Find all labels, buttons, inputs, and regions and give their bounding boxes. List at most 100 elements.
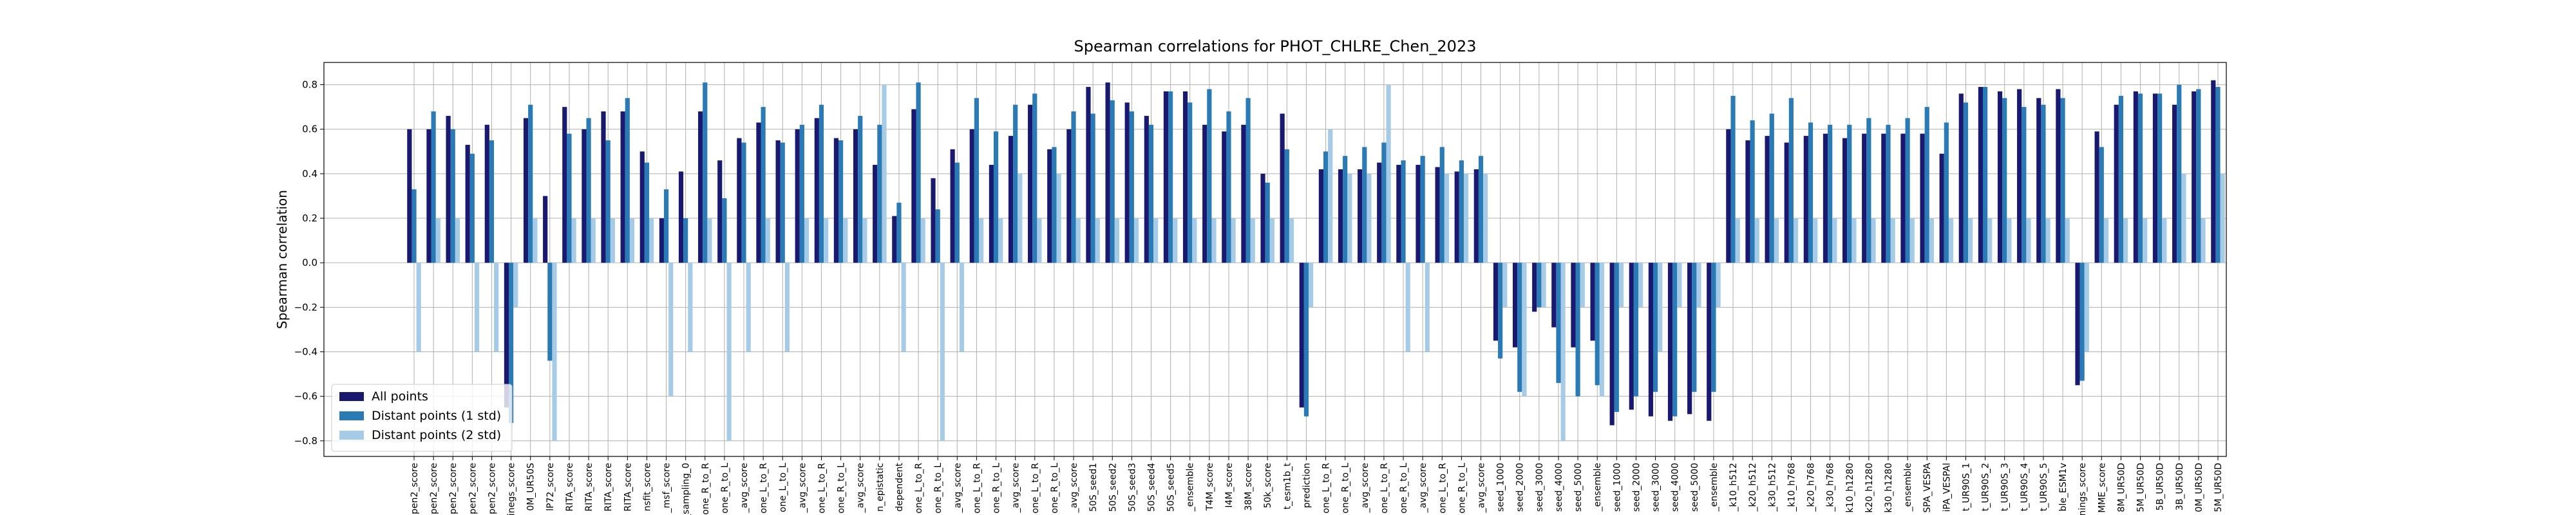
x-tick-label: seed_4000 [1671, 463, 1681, 512]
bar [2094, 131, 2099, 263]
bar [2192, 91, 2197, 263]
bar [562, 107, 567, 263]
bar [1416, 165, 1421, 263]
x-tick-label: _avg_score [797, 463, 808, 513]
legend-label: All points [372, 389, 428, 404]
x-tick-label: nsfit_score [642, 463, 652, 511]
x-tick-label: _avg_score [1069, 463, 1079, 513]
bar [1153, 218, 1159, 263]
bar [1924, 107, 1929, 263]
bar [484, 124, 489, 263]
bar [523, 118, 529, 263]
bar [1188, 102, 1193, 263]
bar [838, 140, 844, 263]
bar [1338, 169, 1343, 263]
x-tick-label: _avg_score [952, 463, 963, 513]
bar [974, 98, 980, 263]
bar [474, 263, 480, 352]
bar [2041, 104, 2046, 263]
bar [1765, 136, 1770, 263]
bar [1978, 87, 1983, 263]
x-tick-label: k30_h1280 [1884, 463, 1894, 512]
x-tick-label: one_R_to_L [992, 463, 1002, 514]
bar [1754, 218, 1759, 263]
x-tick-label: one_L_to_R [972, 463, 982, 514]
bar [1192, 218, 1197, 263]
bar [2143, 218, 2148, 263]
x-tick-label: 0M_UR50S [526, 463, 536, 511]
x-tick-label: dependent [895, 463, 905, 512]
bar [610, 218, 615, 263]
bar [1575, 263, 1580, 397]
x-tick-label: _avg_score [1477, 463, 1487, 513]
bar [1638, 263, 1643, 308]
x-tick-label: 3B_UR50D [2175, 463, 2185, 510]
bar [605, 140, 611, 263]
bar [737, 138, 742, 263]
bar [1832, 218, 1837, 263]
bar [582, 129, 587, 263]
x-tick-label: one_L_to_R [1030, 463, 1041, 514]
bar [1086, 87, 1091, 263]
bar [2172, 104, 2177, 263]
bar [1328, 129, 1333, 263]
bar [1013, 104, 1018, 263]
bar [1512, 263, 1518, 348]
bar [1299, 263, 1304, 407]
x-tick-label: 8M_UR50D [2116, 463, 2126, 512]
bar [2103, 218, 2109, 263]
bar [1599, 263, 1604, 397]
bar [2137, 93, 2143, 263]
bar [1008, 136, 1014, 263]
bar [1439, 147, 1444, 263]
bar [1289, 218, 1294, 263]
bar [1502, 263, 1508, 308]
x-tick-label: _ensemble [1903, 463, 1913, 512]
bar [1241, 124, 1246, 263]
bar [489, 140, 495, 263]
x-tick-label: _k30_h768 [1826, 463, 1836, 512]
bar [1173, 218, 1178, 263]
bar [1900, 133, 1906, 263]
bar [586, 118, 591, 263]
x-tick-label: 0M_UR50D [2194, 463, 2204, 512]
bar [1245, 98, 1251, 263]
bar [1362, 147, 1367, 263]
bar [407, 129, 412, 263]
bar [620, 111, 625, 263]
bar [678, 171, 684, 263]
x-tick-label: t_esm1b_t [1282, 463, 1293, 510]
bar [1929, 218, 1934, 263]
bar [2084, 263, 2089, 352]
bar [1852, 218, 1857, 263]
x-tick-label: 50k_score [1263, 463, 1273, 509]
bar [1517, 263, 1522, 392]
x-tick-label: pen2_score [448, 463, 459, 514]
bar [2075, 263, 2080, 386]
bar [688, 263, 693, 352]
x-tick-label: pen2_score [429, 463, 439, 514]
bar [1939, 153, 1944, 263]
bar [1522, 263, 1527, 397]
y-tick-label: −0.6 [294, 391, 317, 402]
y-tick-label: 0.2 [302, 212, 317, 224]
bar [1735, 218, 1740, 263]
bar [1066, 129, 1072, 263]
bar [998, 218, 1003, 263]
bar [1105, 82, 1110, 263]
x-tick-label: seed_2000 [1631, 463, 1642, 512]
bar [1541, 263, 1546, 308]
y-tick-label: 0.8 [302, 79, 317, 91]
bar [2026, 218, 2031, 263]
plot-frame [323, 62, 2227, 457]
y-tick-label: 0.0 [302, 257, 317, 268]
bar [799, 124, 804, 263]
bar [1386, 84, 1391, 263]
x-tick-label: seed_5000 [1690, 463, 1700, 512]
bar [1958, 93, 1964, 263]
bar [1347, 173, 1352, 263]
legend-swatch [339, 392, 364, 401]
x-tick-label: seed_5000 [1573, 463, 1584, 512]
x-tick-label: pen2_score [487, 463, 497, 514]
